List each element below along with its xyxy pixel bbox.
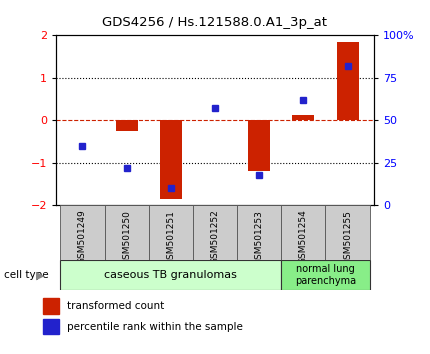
Text: ▶: ▶ (36, 270, 44, 280)
Text: GSM501252: GSM501252 (211, 210, 219, 264)
Text: GSM501253: GSM501253 (255, 210, 264, 264)
Text: GSM501250: GSM501250 (122, 210, 131, 264)
Bar (43, 298, 59, 314)
Bar (337, 42, 359, 120)
Text: GSM501255: GSM501255 (343, 210, 352, 264)
Bar (281, 260, 370, 290)
Bar (60, 205, 104, 260)
Bar (160, 120, 182, 199)
Text: percentile rank within the sample: percentile rank within the sample (67, 321, 243, 332)
Text: transformed count: transformed count (67, 301, 164, 311)
Bar (248, 120, 270, 171)
Text: normal lung
parenchyma: normal lung parenchyma (295, 264, 356, 286)
Bar (193, 205, 237, 260)
Bar (43, 319, 59, 334)
Text: cell type: cell type (4, 270, 49, 280)
Bar (149, 205, 193, 260)
Bar (292, 115, 314, 120)
Bar (116, 120, 138, 131)
Bar (281, 205, 326, 260)
Text: caseous TB granulomas: caseous TB granulomas (104, 270, 237, 280)
Text: GSM501254: GSM501254 (299, 210, 308, 264)
Bar (60, 260, 281, 290)
Bar (104, 205, 149, 260)
Text: GSM501249: GSM501249 (78, 210, 87, 264)
Text: GDS4256 / Hs.121588.0.A1_3p_at: GDS4256 / Hs.121588.0.A1_3p_at (102, 16, 328, 29)
Bar (326, 205, 370, 260)
Bar (237, 205, 281, 260)
Text: GSM501251: GSM501251 (166, 210, 175, 264)
